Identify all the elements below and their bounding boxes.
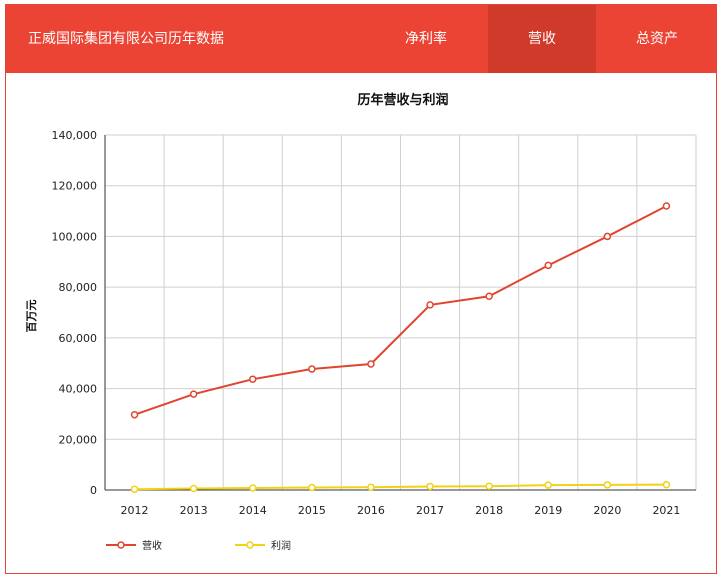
chart-gridlines (105, 134, 697, 490)
x-tick-label: 2015 (298, 504, 326, 517)
legend-marker (117, 541, 125, 549)
chart-axes: 0 20,000 40,000 60,000 80,000 100,000 120,000 1… (52, 129, 696, 517)
x-tick-label: 2016 (357, 504, 385, 517)
x-tick-label: 2019 (534, 504, 562, 517)
data-point[interactable] (544, 261, 552, 270)
data-point[interactable] (485, 292, 493, 301)
data-point[interactable] (367, 360, 375, 368)
data-point[interactable] (130, 485, 139, 493)
data-point[interactable] (426, 301, 434, 309)
x-tick-label: 2014 (239, 504, 267, 517)
y-tick-label: 20,000 (59, 433, 98, 446)
data-point[interactable] (367, 483, 375, 491)
y-tick-label: 80,000 (59, 281, 98, 294)
data-point[interactable] (189, 390, 198, 398)
company-title: 正威国际集团有限公司历年数据 (28, 31, 224, 47)
tab-net-margin[interactable]: 净利率 (405, 31, 447, 47)
legend-label[interactable]: 利润 (271, 539, 291, 552)
tab-revenue[interactable]: 营收 (488, 5, 596, 73)
x-tick-label: 2013 (180, 504, 208, 517)
y-tick-label: 60,000 (59, 332, 98, 345)
legend-label[interactable]: 营收 (142, 539, 162, 552)
top-navigation-bar: 正威国际集团有限公司历年数据 净利率 营收 总资产 (6, 5, 716, 73)
x-tick-label: 2021 (652, 504, 680, 517)
data-point[interactable] (603, 481, 612, 489)
y-tick-label: 100,000 (52, 230, 98, 243)
data-point[interactable] (308, 483, 316, 492)
y-tick-label: 120,000 (52, 180, 98, 193)
data-point[interactable] (426, 482, 434, 491)
x-tick-label: 2012 (121, 504, 149, 517)
y-tick-label: 140,000 (52, 129, 98, 142)
data-point[interactable] (662, 480, 671, 489)
x-tick-label: 2018 (475, 504, 503, 517)
x-tick-label: 2020 (593, 504, 621, 517)
data-point[interactable] (249, 375, 257, 383)
series-line-1 (134, 205, 667, 416)
y-tick-label: 0 (90, 484, 97, 497)
chart-series (130, 202, 671, 493)
data-point[interactable] (130, 410, 139, 419)
series-line-2 (134, 483, 667, 491)
y-axis-label: 百万元 (25, 300, 38, 333)
revenue-profit-line-chart: 历年营收与利润 0 20,000 40,000 60,000 80,000 100,000… (25, 92, 697, 552)
data-point[interactable] (544, 481, 552, 489)
chart-legend: 营收 利润 (106, 539, 291, 552)
data-point[interactable] (485, 482, 493, 490)
data-point[interactable] (603, 232, 612, 241)
chart-title: 历年营收与利润 (357, 92, 448, 108)
tab-total-assets[interactable]: 总资产 (636, 31, 678, 47)
y-tick-label: 40,000 (59, 383, 98, 396)
data-point[interactable] (249, 484, 257, 492)
x-tick-label: 2017 (416, 504, 444, 517)
data-point[interactable] (189, 484, 198, 493)
chart-panel: 正威国际集团有限公司历年数据 净利率 营收 总资产 历年营收与利润 0 20,00… (5, 4, 717, 574)
data-point[interactable] (308, 365, 316, 373)
legend-marker (246, 541, 254, 549)
data-point[interactable] (662, 202, 671, 210)
